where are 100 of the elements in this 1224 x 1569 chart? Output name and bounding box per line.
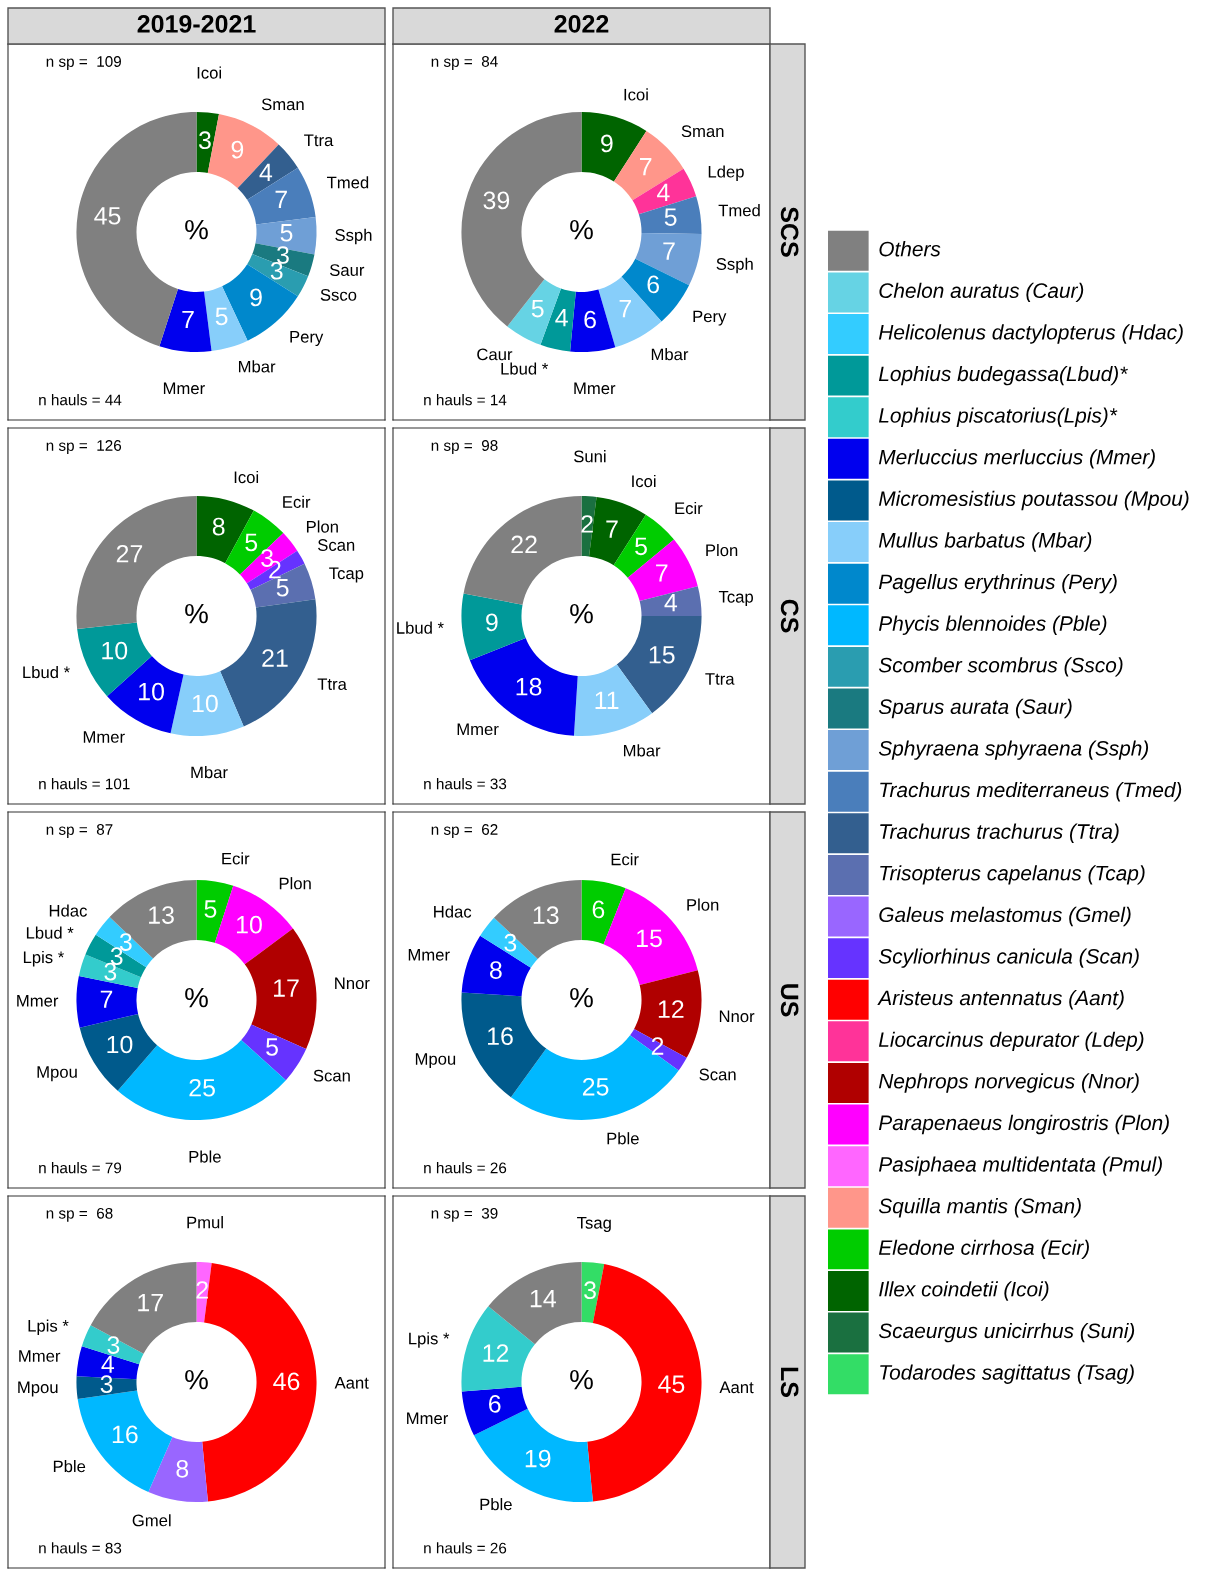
data-label: 25	[582, 1077, 609, 1096]
slice-label: Mmer	[408, 949, 450, 961]
slice-label: Mbar	[651, 348, 689, 361]
donut-slice	[634, 970, 702, 1058]
slice-label: Plon	[687, 898, 719, 911]
data-label: 46	[273, 1372, 300, 1391]
text: n hauls = 44	[39, 394, 122, 406]
slice-label: Mmer	[574, 382, 616, 395]
donut-slice	[461, 1306, 535, 1392]
data-label: 45	[658, 1375, 685, 1393]
data-label: 10	[107, 1035, 133, 1054]
data-label: 6	[647, 275, 660, 294]
donut-slice	[630, 1028, 687, 1071]
category-label: Lophius budegassa(Lbud)*	[878, 365, 1128, 386]
text: %	[185, 987, 208, 1008]
text: %	[185, 219, 208, 240]
category-label: Illex coindetii (Icoi)	[879, 1281, 1049, 1301]
data-label: 39	[483, 191, 510, 210]
text: n sp = 126	[46, 440, 122, 454]
slice-label: Lbud *	[23, 665, 70, 679]
text: n sp = 109	[46, 56, 121, 70]
donut-slice	[159, 289, 212, 353]
slice-label: Saur	[329, 264, 365, 276]
donut-slice	[170, 671, 244, 737]
data-label: 10	[102, 641, 128, 660]
slice-label: Hdac	[434, 905, 472, 918]
data-label: 7	[656, 564, 668, 582]
text: n sp = 98	[431, 440, 498, 454]
text: n sp = 87	[46, 824, 113, 838]
slice-label: Scan	[313, 1069, 350, 1082]
data-label: 5	[280, 224, 293, 242]
slice-label: Mmer	[17, 995, 59, 1007]
text: CS	[780, 599, 799, 633]
slice-label: Ssco	[320, 288, 357, 301]
data-label: 13	[149, 906, 174, 924]
text: n hauls = 26	[424, 1162, 507, 1174]
chart-title: 2022	[554, 15, 609, 33]
data-label: 3	[100, 1375, 113, 1393]
text: n hauls = 26	[424, 1542, 507, 1554]
data-label: 17	[138, 1294, 163, 1312]
category-label: Galeus melastomus (Gmel)	[879, 906, 1131, 927]
data-label: 5	[276, 579, 289, 597]
text: n hauls = 14	[424, 394, 507, 406]
slice-label: Ecir	[222, 852, 250, 865]
data-label: 3	[107, 1336, 120, 1354]
category-label: Mullus barbatus (Mbar)	[878, 532, 1092, 552]
slice-label: Nnor	[719, 1010, 755, 1023]
slice-label: Pble	[53, 1460, 86, 1473]
slice-label: Tmed	[327, 176, 369, 189]
slice-label: Ssph	[716, 257, 753, 274]
category-label: Helicolenus dactylopterus (Hdac)	[878, 324, 1183, 344]
slice-label: Pble	[480, 1498, 512, 1511]
data-label: 7	[606, 520, 618, 538]
category-label: Trachurus trachurus (Ttra)	[880, 823, 1119, 843]
data-label: 15	[649, 646, 675, 664]
text: %	[185, 603, 208, 624]
slice-label: Scan	[699, 1068, 736, 1081]
category-label: Phycis blennoides (Pble)	[878, 615, 1107, 635]
donut-slice	[461, 1386, 528, 1436]
data-label: 3	[198, 131, 211, 150]
text: n hauls = 101	[39, 778, 130, 790]
data-label: 13	[533, 906, 559, 925]
slice-label: Mmer	[83, 731, 125, 743]
data-label: 4	[664, 593, 678, 612]
data-label: 4	[259, 163, 273, 182]
slice-label: Aant	[334, 1377, 369, 1389]
slice-label: Pble	[607, 1132, 639, 1145]
category-label: Sphyraena sphyraena (Ssph)	[878, 740, 1149, 760]
slice-label: Pmul	[187, 1216, 223, 1229]
data-label: 5	[266, 1038, 278, 1056]
slice-label: Ecir	[675, 501, 703, 515]
data-label: 7	[663, 242, 675, 260]
data-label: 7	[619, 299, 631, 318]
donut-slice	[581, 1261, 605, 1324]
data-label: 19	[525, 1449, 551, 1468]
donut-slice	[570, 289, 616, 353]
slice-label: Icoi	[234, 470, 259, 484]
data-label: 5	[664, 208, 677, 226]
data-label: 5	[531, 299, 544, 318]
donut-slice	[461, 992, 547, 1098]
slice-label: Suni	[574, 450, 606, 463]
slice-label: Mpou	[18, 1381, 58, 1397]
slice-label: Icoi	[197, 66, 221, 79]
data-label: 18	[516, 677, 542, 696]
category-label: Eledone cirrhosa (Ecir)	[878, 1239, 1089, 1260]
data-label: 4	[555, 309, 568, 327]
slice-label: Lpis *	[409, 1332, 450, 1348]
slice-label: Hdac	[49, 904, 87, 917]
data-label: 2	[581, 515, 593, 533]
category-label: Pagellus erythrinus (Pery)	[878, 573, 1117, 594]
text: LS	[780, 1367, 799, 1397]
data-label: 5	[204, 900, 217, 918]
slice-label: Ssph	[335, 228, 372, 245]
slice-label: Pery	[693, 310, 727, 326]
data-label: 5	[215, 307, 228, 326]
slice-label: Plon	[279, 877, 311, 890]
data-label: 16	[488, 1027, 513, 1046]
category-label: Scaeurgus unicirrhus (Suni)	[878, 1322, 1135, 1343]
data-label: 21	[262, 649, 288, 667]
slice-label: Mmer	[457, 723, 499, 736]
